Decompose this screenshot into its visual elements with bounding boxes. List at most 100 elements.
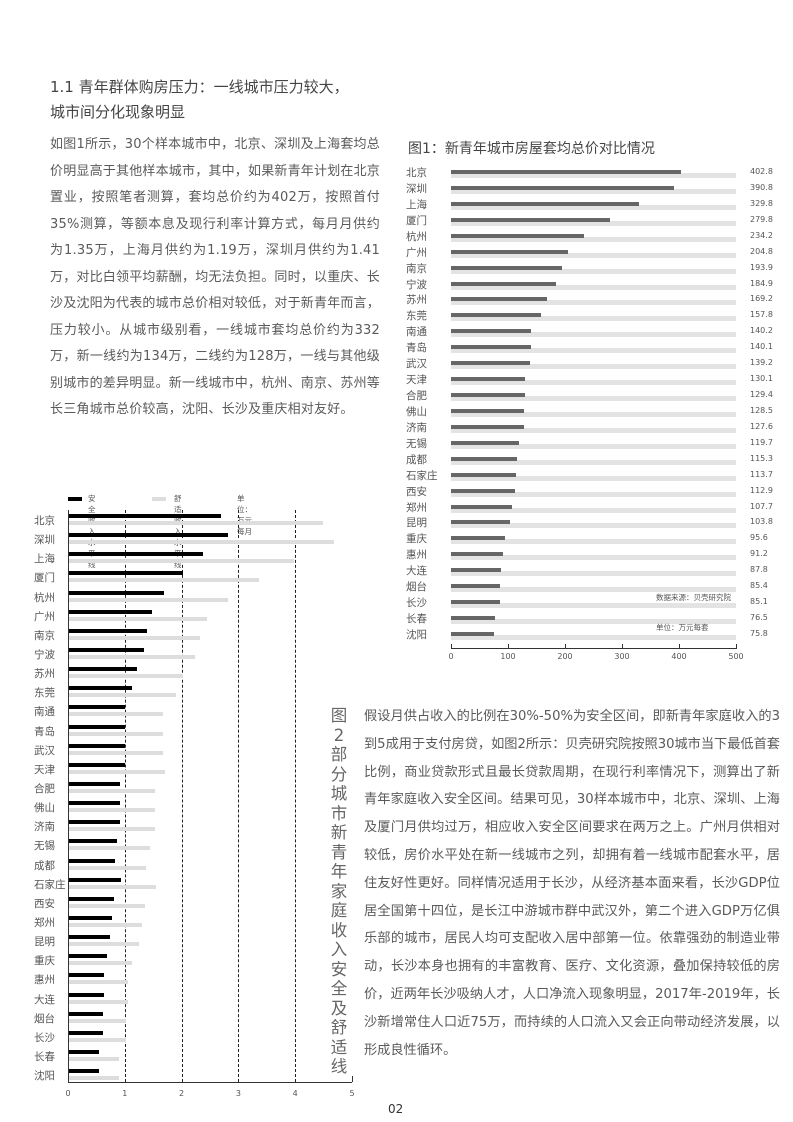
chart2-category-label: 南通 (34, 706, 55, 719)
chart1-bar (451, 424, 524, 429)
chart2-category-label: 天津 (34, 763, 55, 776)
section-heading-line1: 1.1 青年群体购房压力：一线城市压力较大， (50, 78, 349, 96)
paragraph-1: 如图1所示，30个样本城市中，北京、深圳及上海套均总价明显高于其他样本城市，其中… (50, 137, 381, 417)
chart2-bar-safe (68, 1069, 100, 1074)
chart1-category-label: 成都 (406, 453, 427, 466)
chart2-caption: 图2 部分城市新青年家庭收入安全及舒适线 (330, 706, 348, 1076)
chart1-value-label: 130.1 (750, 374, 773, 384)
chart2-tick-label: 1 (122, 1089, 128, 1098)
chart2-bar-comfort (68, 999, 129, 1004)
chart1-value-label: 119.7 (750, 437, 773, 447)
chart1-bar-track (451, 427, 736, 433)
chart2-reference-line (124, 510, 126, 1082)
chart1-tick-mark (508, 644, 509, 649)
chart2-bar-safe (68, 858, 116, 863)
chart2-bar-comfort (68, 521, 324, 525)
chart1-category-label: 惠州 (406, 549, 427, 562)
chart2-category-label: 北京 (34, 515, 55, 527)
chart2-y-axis (68, 510, 69, 1082)
chart1-bar (451, 217, 611, 222)
chart2-category-label: 济南 (34, 821, 55, 834)
chart1-bar (451, 488, 516, 493)
chart1-value-label: 140.2 (750, 326, 773, 336)
chart2-bar-safe (68, 973, 104, 978)
chart2-reference-line (181, 510, 183, 1082)
chart1-value-label: 129.4 (750, 390, 773, 400)
chart2-bar-safe (68, 514, 221, 518)
chart2-bar-comfort (68, 961, 133, 966)
chart1-category-label: 杭州 (406, 230, 427, 243)
chart1-value-label: 128.5 (750, 405, 773, 415)
chart2-bar-comfort (68, 788, 155, 793)
chart1-bar (451, 408, 525, 413)
chart1-value-label: 87.8 (750, 565, 768, 575)
chart2-bar-safe (68, 686, 133, 691)
chart2-bar-safe (68, 1011, 104, 1016)
chart2-category-label: 大连 (34, 993, 55, 1006)
chart2-bar-safe (68, 533, 229, 538)
chart1-bar (451, 170, 681, 174)
chart1-category-label: 石家庄 (406, 469, 438, 482)
chart2-tick-label: 2 (179, 1089, 185, 1098)
chart1-bar-track (451, 443, 736, 449)
chart2-bar-comfort (68, 980, 129, 985)
chart1-tick-mark (565, 644, 566, 649)
chart1-bar-track (451, 173, 736, 178)
chart2-category-label: 西安 (34, 897, 55, 910)
chart1-bar (451, 472, 516, 477)
chart2-category-label: 无锡 (34, 840, 55, 853)
chart2-bar-safe (68, 552, 204, 557)
chart1-category-label: 苏州 (406, 294, 427, 307)
chart1-source: 数据来源：贝壳研究院 (656, 593, 731, 602)
chart1-bar-track (451, 459, 736, 465)
chart1-bar (451, 616, 495, 621)
chart1-category-label: 无锡 (406, 437, 427, 450)
chart2-bar-comfort (68, 674, 183, 679)
chart2-bar-safe (68, 935, 111, 940)
chart1-category-label: 南京 (406, 262, 427, 275)
chart2-category-label: 东莞 (34, 687, 55, 700)
chart1-category-label: 广州 (406, 246, 427, 259)
chart2-bar-comfort (68, 1018, 126, 1023)
chart2-bar-comfort (68, 578, 259, 583)
chart2-bar-safe (68, 609, 153, 614)
chart1-value-label: 157.8 (750, 310, 773, 320)
chart1-bar-track (451, 475, 736, 481)
chart1-value-label: 75.8 (750, 628, 768, 638)
chart2-category-label: 长沙 (34, 1031, 55, 1044)
chart2-category-label: 宁波 (34, 648, 55, 661)
chart1-category-label: 济南 (406, 421, 427, 434)
chart1-bar-track (451, 364, 736, 370)
chart2-bar-comfort (68, 942, 139, 947)
chart2-bar-comfort (68, 865, 146, 870)
chart2-category-label: 昆明 (34, 936, 55, 949)
chart1-bar-track (451, 348, 736, 354)
chart2-bar-comfort (68, 1076, 120, 1081)
chart1-bar (451, 329, 531, 334)
chart2-bar-comfort (68, 903, 146, 908)
chart1-bar (451, 568, 502, 573)
chart1-category-label: 武汉 (406, 358, 427, 371)
chart1-tick-label: 200 (557, 652, 573, 661)
chart2-category-label: 合肥 (34, 782, 55, 795)
chart1-bar-track (451, 555, 736, 561)
chart1-category-label: 长沙 (406, 597, 427, 610)
chart1-value-label: 234.2 (750, 230, 773, 240)
chart2-bar-safe (68, 571, 183, 576)
chart1-bar-track (451, 236, 736, 242)
chart1-category-label: 郑州 (406, 501, 427, 514)
chart2-bar-safe (68, 667, 137, 672)
chart1-value-label: 390.8 (750, 182, 773, 192)
chart1-value-label: 184.9 (750, 278, 773, 288)
chart1-value-label: 140.1 (750, 342, 773, 352)
chart2-category-label: 成都 (34, 859, 55, 872)
chart2-category-label: 苏州 (34, 668, 55, 681)
chart2-bar-comfort (68, 1037, 126, 1042)
chart1-value-label: 193.9 (750, 262, 773, 272)
chart2-bar-comfort (68, 731, 163, 736)
chart1-bar (451, 631, 495, 636)
chart1-bar-track (451, 411, 736, 417)
chart1-bar (451, 393, 525, 398)
chart2-bar-comfort (68, 654, 196, 659)
chart1-bar (451, 440, 520, 445)
